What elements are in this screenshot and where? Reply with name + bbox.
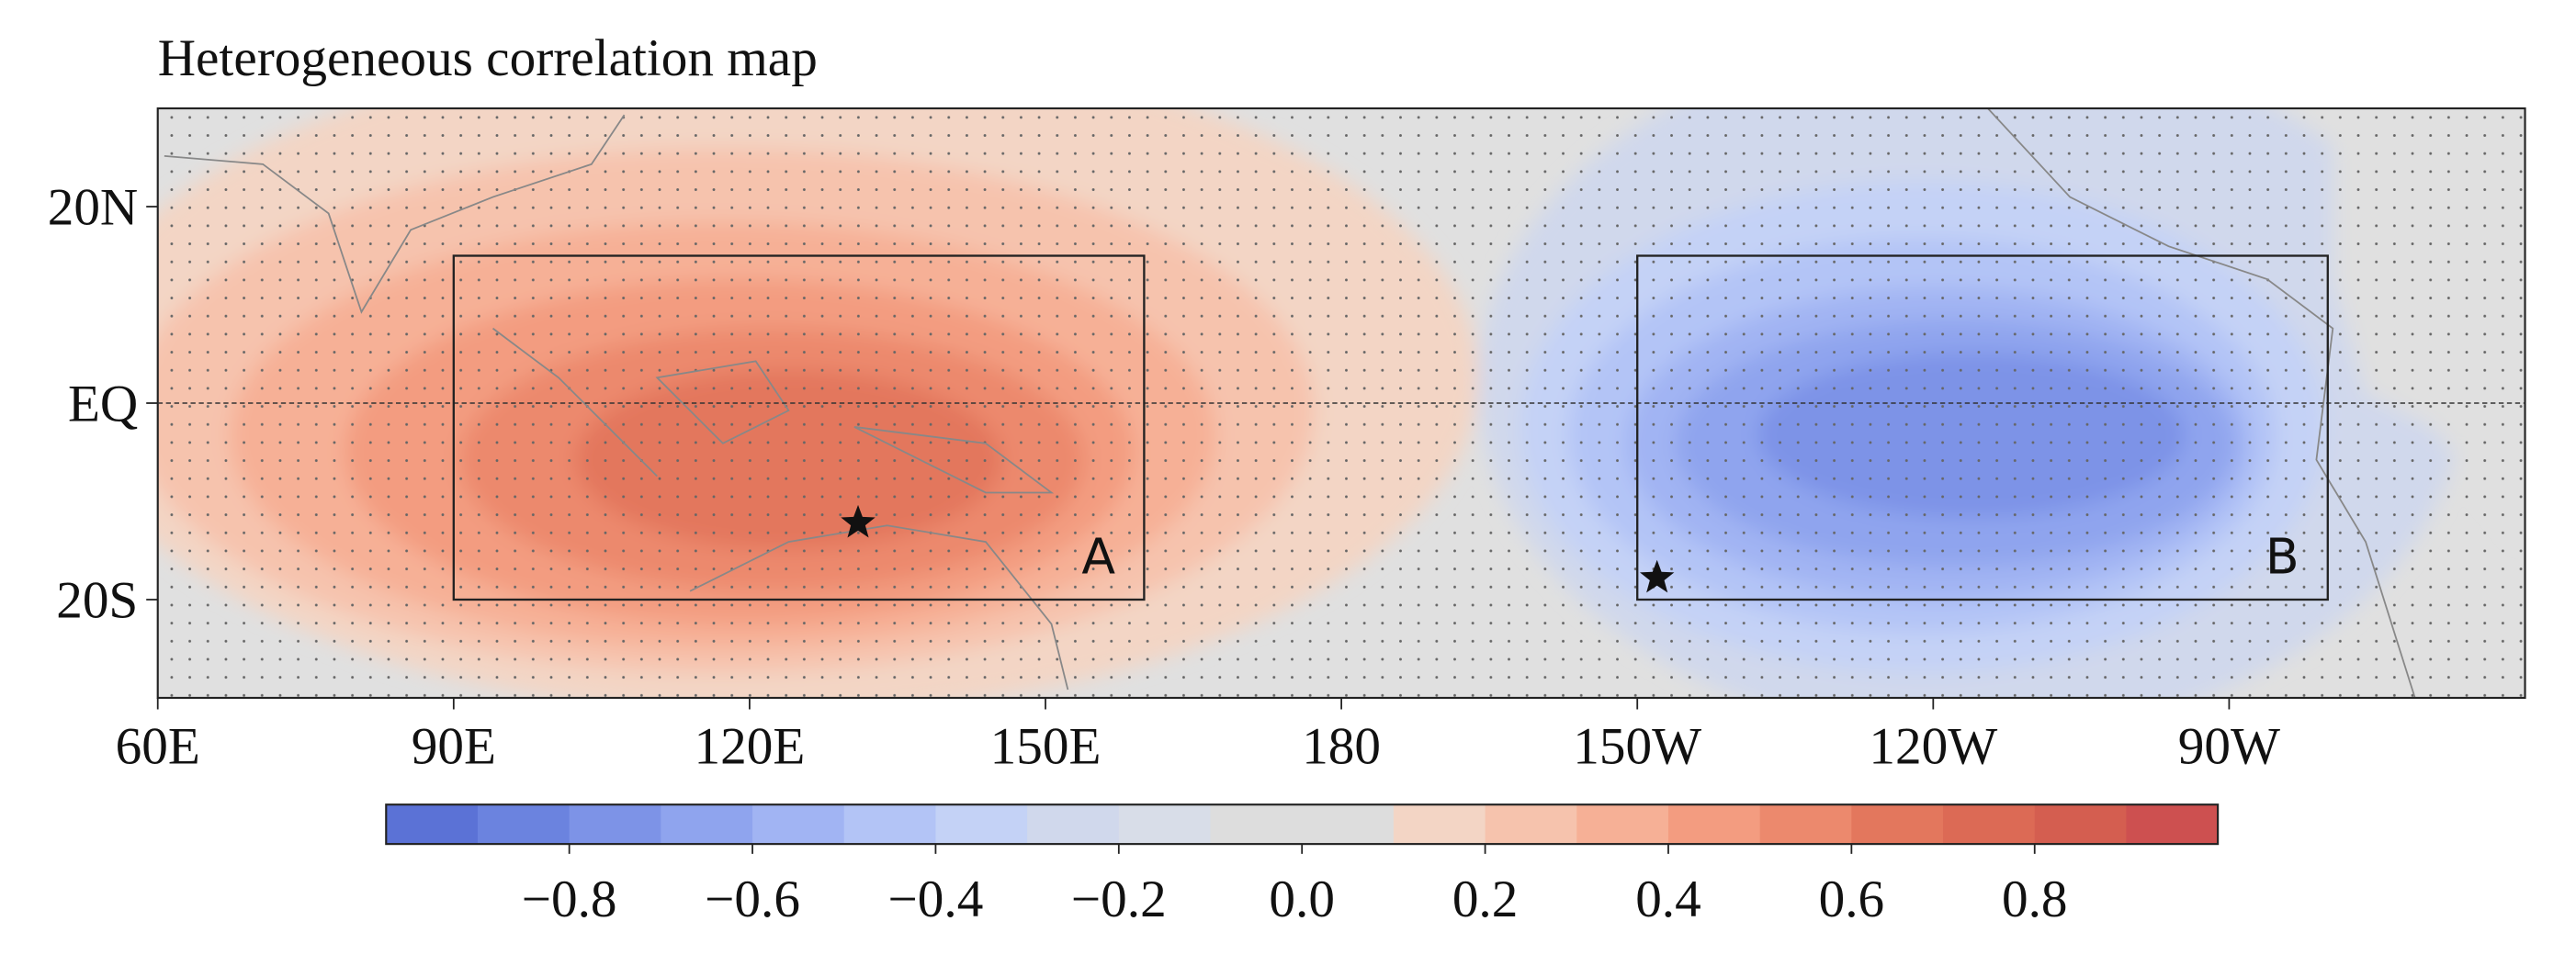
region-label: A (1081, 527, 1115, 585)
colorbar-bin (569, 804, 661, 845)
colorbar-bin (1302, 804, 1395, 845)
colorbar-tick-label: 0.8 (2002, 871, 2068, 928)
colorbar-tick-label: −0.6 (705, 871, 800, 928)
colorbar-bin (1027, 804, 1120, 845)
colorbar-tick-label: 0.4 (1635, 871, 1701, 928)
y-tick-label: 20S (56, 572, 138, 630)
colorbar-bin (1393, 804, 1486, 845)
y-tick-label: 20N (48, 179, 139, 237)
colorbar-bin (1576, 804, 1669, 845)
colorbar-bin (1759, 804, 1852, 845)
region-label: B (2265, 527, 2299, 585)
x-tick-label: 150W (1573, 718, 1701, 776)
title: Heterogeneous correlation map (158, 29, 818, 87)
region-box (1636, 254, 2329, 601)
x-tick-label: 150E (990, 718, 1102, 776)
colorbar-bin (2126, 804, 2219, 845)
colorbar-bin (1118, 804, 1212, 845)
x-tick-label: 60E (116, 718, 200, 776)
colorbar-bin (1210, 804, 1303, 845)
colorbar-bin (1485, 804, 1577, 845)
colorbar-bin (1851, 804, 1944, 845)
colorbar-tick-label: −0.8 (522, 871, 617, 928)
x-tick-label: 180 (1302, 718, 1381, 776)
colorbar-bin (935, 804, 1028, 845)
x-tick-label: 90W (2178, 718, 2280, 776)
field (157, 108, 2525, 698)
colorbar-tick-label: −0.2 (1071, 871, 1167, 928)
star (841, 504, 876, 538)
colorbar-tick-label: 0.6 (1819, 871, 1885, 928)
colorbar-bin (1667, 804, 1761, 845)
colorbar-bin (477, 804, 571, 845)
x-tick-label: 90E (412, 718, 496, 776)
x-tick-label: 120E (695, 718, 806, 776)
colorbar-tick-label: 0.2 (1452, 871, 1519, 928)
region-box (452, 254, 1146, 601)
star (1639, 559, 1675, 593)
colorbar-bin (2034, 804, 2127, 845)
colorbar-bin (752, 804, 845, 845)
colorbar-bin (843, 804, 936, 845)
colorbar-tick-label: 0.0 (1269, 871, 1335, 928)
x-tick-label: 120W (1869, 718, 1997, 776)
colorbar-bin (1943, 804, 2036, 845)
y-tick-label: EQ (68, 376, 138, 433)
colorbar-bin (661, 804, 753, 845)
colorbar-tick-label: −0.4 (888, 871, 984, 928)
colorbar-bin (386, 804, 479, 845)
